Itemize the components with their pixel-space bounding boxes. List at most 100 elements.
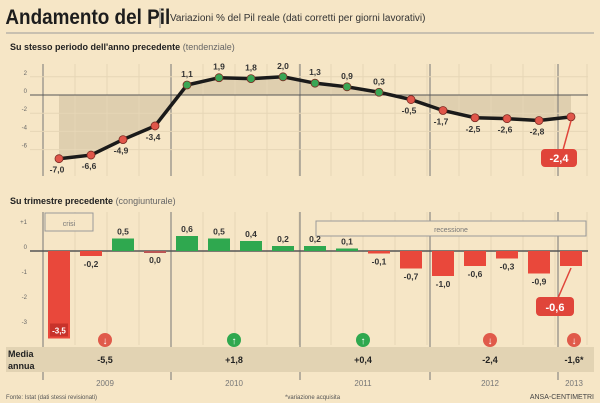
bar (336, 248, 358, 251)
arrow-up-icon: ↑ (356, 333, 370, 347)
y-tick-label: 0 (24, 89, 28, 95)
annual-value: +0,4 (354, 355, 372, 365)
year-label: 2013 (565, 379, 583, 388)
highlight-badge (541, 149, 577, 167)
bar (464, 251, 486, 266)
annotation-box-crisi (44, 212, 94, 232)
year-label: 2010 (225, 379, 243, 388)
arrow-up-icon: ↑ (227, 333, 241, 347)
y-tick-label: -1 (22, 270, 28, 276)
data-label: 0,2 (309, 234, 321, 244)
data-label: 0,9 (341, 71, 353, 81)
data-label: -1,0 (436, 279, 451, 289)
y-tick-label: 2 (24, 71, 28, 77)
y-tick-label: -2 (22, 107, 28, 113)
callout-pointer (557, 267, 572, 299)
data-label: -4,9 (114, 146, 129, 156)
highlight-label: -0,6 (546, 302, 565, 314)
trend-arrow: ↑ (361, 336, 366, 347)
data-label: -2,8 (530, 126, 545, 136)
y-tick-label: -6 (22, 144, 28, 150)
data-point (150, 121, 160, 131)
data-point (566, 112, 576, 122)
data-point (534, 116, 544, 125)
data-label: -7,0 (50, 165, 65, 175)
trend-circle (483, 333, 497, 347)
year-label: 2011 (354, 379, 372, 388)
bar (368, 251, 390, 254)
data-point (470, 113, 480, 123)
data-label: -0,3 (500, 262, 515, 272)
highlight-label: -2,4 (550, 153, 570, 165)
bar (496, 251, 518, 259)
data-label: -0,9 (532, 277, 547, 287)
annual-label-2: annua (8, 361, 35, 371)
data-label: 1,1 (181, 69, 193, 79)
data-label: -2,5 (466, 124, 481, 134)
data-label: -6,6 (82, 161, 97, 171)
data-point (278, 72, 288, 82)
highlight-badge (536, 297, 574, 316)
bar-chart-title-note: (congiunturale) (116, 196, 176, 206)
main-title: Andamento del Pil (5, 6, 170, 29)
bar-label-bg (50, 323, 68, 337)
y-tick-label: +1 (20, 220, 28, 226)
bar-chart-title-text: Su trimestre precedente (10, 196, 113, 206)
year-label: 2012 (481, 379, 499, 388)
data-point (182, 80, 192, 90)
data-point (438, 106, 448, 115)
data-label: -2,6 (498, 125, 513, 135)
data-label: -1,7 (434, 116, 449, 126)
bar (144, 251, 166, 253)
annual-value: -1,6* (564, 355, 584, 365)
y-tick-label: -2 (22, 295, 28, 301)
data-label: 0,2 (277, 234, 289, 244)
annotation-box-recessione (315, 220, 587, 237)
annual-value: -2,4 (482, 355, 498, 365)
line-chart: 2 0 -2 -4 -6 -7,0 -6,6 -4,9 -3,4 1,1 1,9 1,8 2,0 1,3 0… (22, 61, 588, 176)
subtitle: Variazioni % del Pil reale (dati corrett… (170, 13, 425, 24)
annual-average-row: Media annua ↓ -5,5 2009 ↑ +1,8 2010 ↑ +0,4 2011 ↓… (6, 333, 594, 388)
annual-value: -5,5 (97, 355, 113, 365)
data-label: -0,6 (468, 269, 483, 279)
data-point (54, 154, 64, 164)
annotation-crisi: crisi (63, 221, 76, 228)
credit: ANSA-CENTIMETRI (530, 394, 594, 401)
callout-pointer (562, 120, 572, 151)
bar (432, 251, 454, 276)
data-label: -0,5 (402, 106, 417, 116)
data-label: -3,4 (146, 132, 161, 142)
trend-arrow: ↓ (103, 336, 108, 347)
data-point (374, 87, 384, 97)
y-tick-label: -4 (22, 125, 28, 131)
data-point (502, 114, 512, 124)
data-point (342, 82, 352, 92)
annual-label-1: Media (8, 349, 35, 359)
y-tick-label: -3 (22, 320, 28, 326)
trend-circle (98, 333, 112, 347)
data-label: 2,0 (277, 61, 289, 71)
data-label: 0,5 (117, 227, 129, 237)
bar (176, 236, 198, 251)
trend-circle (567, 333, 581, 347)
line-area (59, 76, 571, 159)
arrow-down-icon: ↓ (567, 333, 581, 347)
data-label: 1,8 (245, 63, 257, 73)
data-label: 0,1 (341, 237, 353, 247)
data-label: 1,9 (213, 62, 225, 72)
data-label: 0,3 (373, 76, 385, 86)
bar (112, 238, 134, 251)
footnote: *variazione acquisita (285, 395, 341, 401)
line-chart-title: Su stesso periodo dell'anno precedente (… (10, 42, 235, 52)
bar (560, 251, 582, 266)
data-label: 0,0 (149, 255, 161, 265)
trend-circle (356, 333, 370, 347)
bar (240, 241, 262, 251)
data-point (118, 135, 128, 144)
data-point (406, 95, 416, 104)
annual-value: +1,8 (225, 355, 243, 365)
data-point (310, 78, 320, 88)
data-label: -0,2 (84, 259, 99, 269)
data-point (86, 150, 96, 160)
